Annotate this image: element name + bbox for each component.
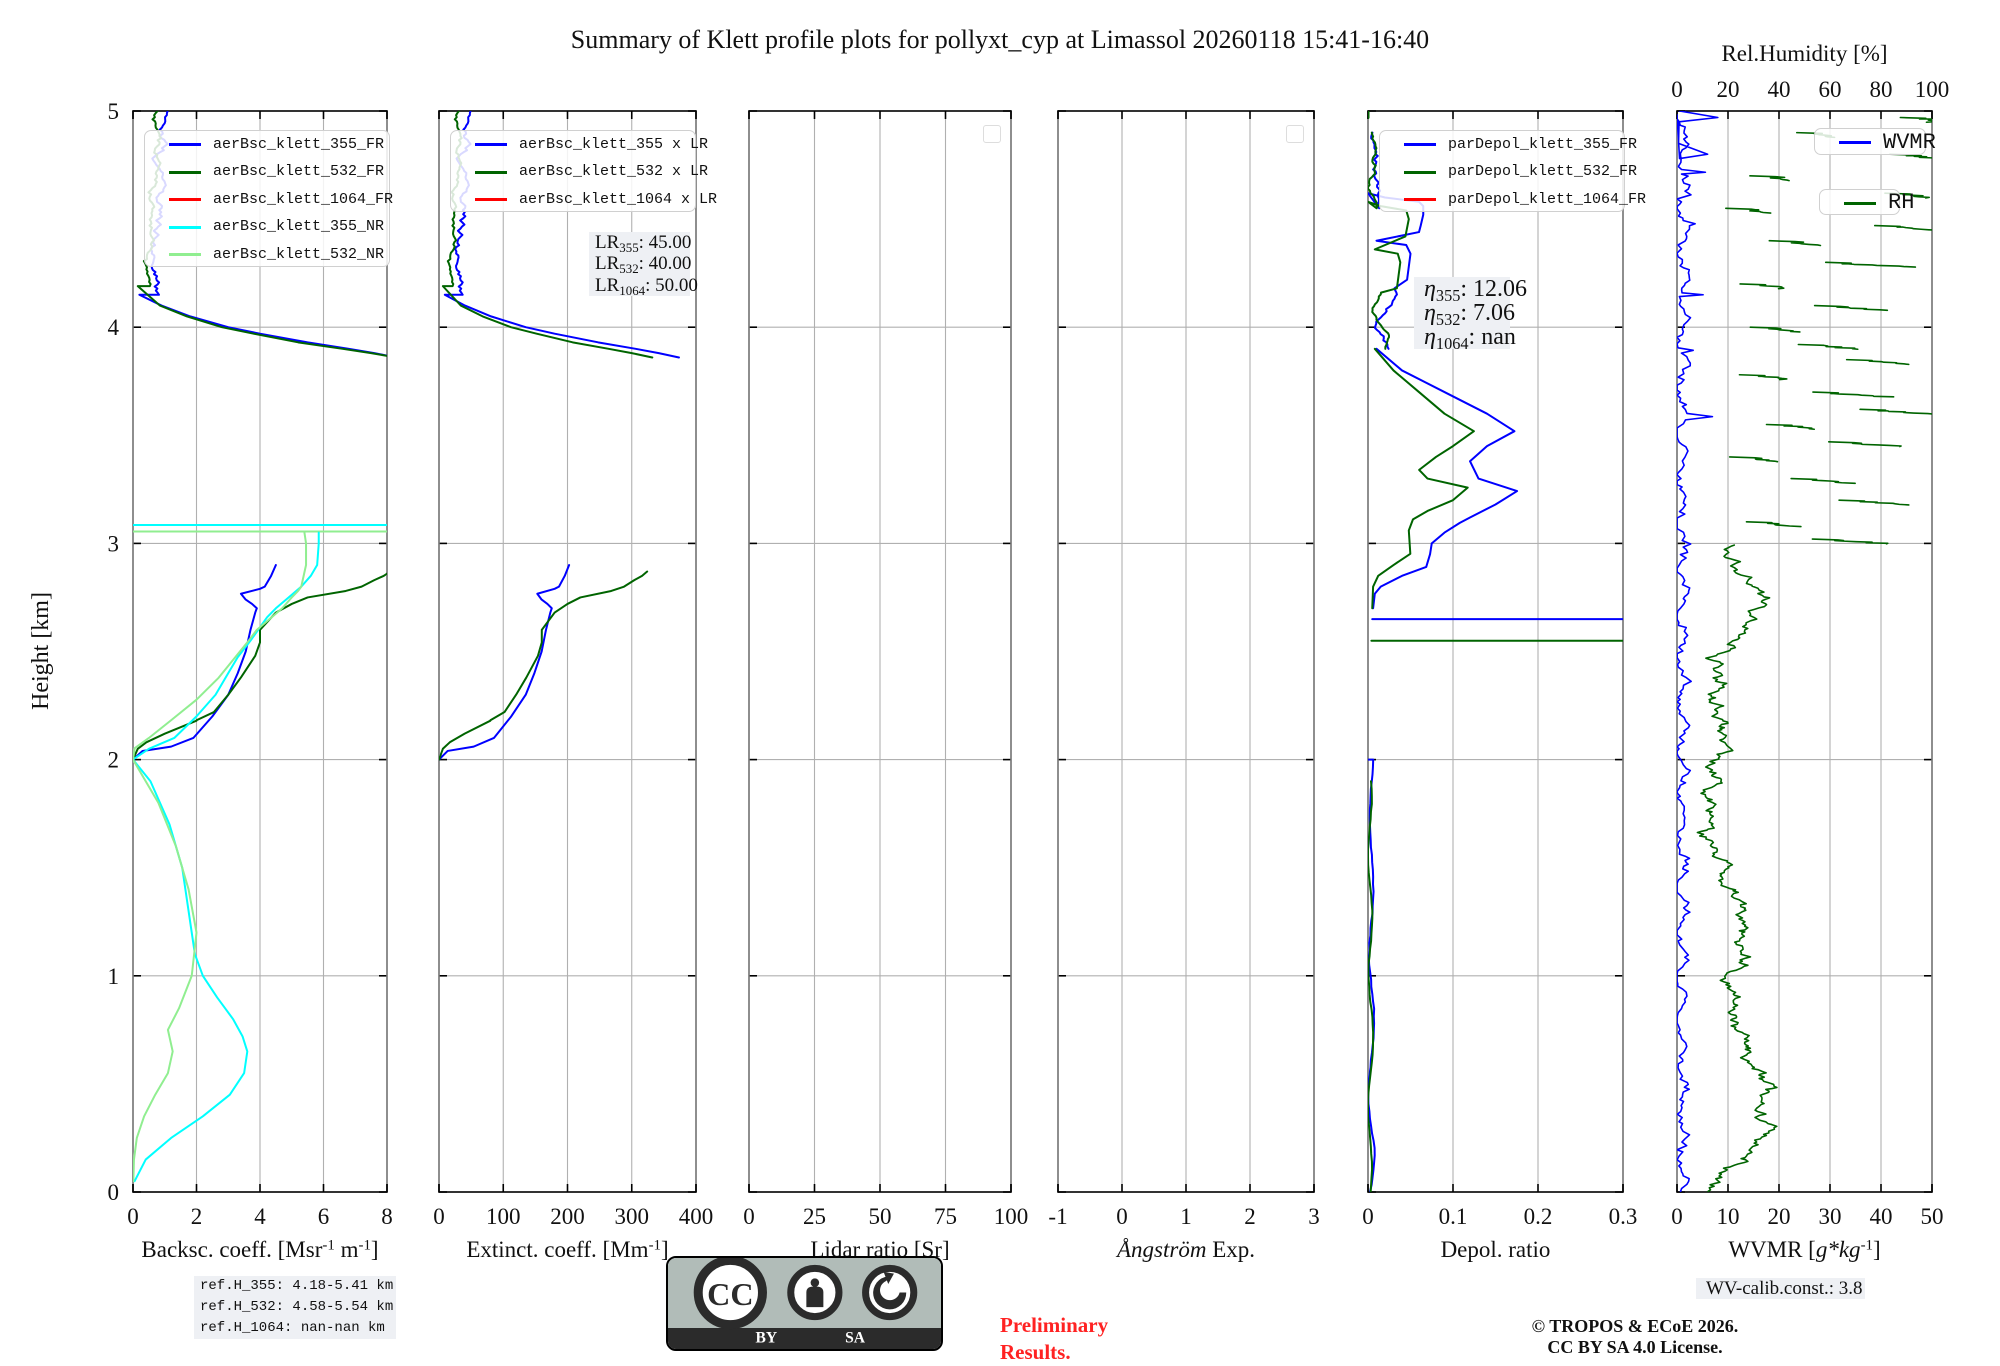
svg-text:SA: SA	[845, 1330, 866, 1347]
svg-text:CC: CC	[707, 1276, 753, 1312]
svg-text:BY: BY	[755, 1330, 777, 1347]
